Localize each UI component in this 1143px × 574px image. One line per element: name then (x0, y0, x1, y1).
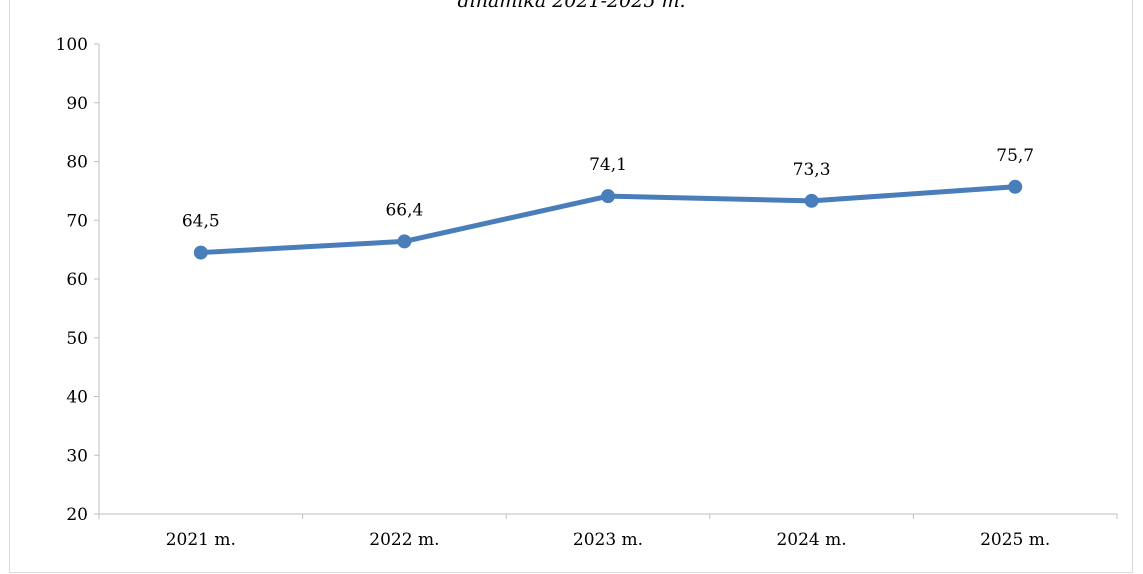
data-point (1008, 179, 1023, 194)
data-label: 64,5 (182, 212, 220, 232)
y-tick-label: 90 (66, 94, 88, 114)
data-point (193, 245, 208, 260)
y-tick-label: 100 (56, 35, 88, 55)
data-label: 66,4 (385, 200, 423, 220)
data-label: 73,3 (793, 160, 831, 180)
data-point (601, 189, 615, 204)
y-tick-label: 80 (66, 153, 88, 173)
y-tick-label: 70 (66, 211, 88, 231)
axes: 20 30 40 50 60 70 80 90 100 2021 m. 2022 m. 2023 m.… (56, 35, 1118, 550)
data-point (804, 193, 819, 208)
data-point (397, 234, 412, 249)
chart-area (9, 0, 1133, 573)
x-tick-label: 2021 m. (166, 530, 236, 550)
y-tick-label: 60 (66, 270, 88, 290)
x-tick-label: 2024 m. (776, 530, 846, 550)
x-tick-label: 2025 m. (980, 530, 1050, 550)
series-layer (193, 179, 1023, 260)
y-tick-label: 20 (66, 505, 88, 525)
x-tick-label: 2023 m. (573, 530, 643, 550)
y-tick-label: 40 (66, 388, 88, 408)
data-label: 74,1 (589, 155, 627, 175)
data-label: 75,7 (996, 146, 1034, 166)
labels-layer: 64,5 66,4 74,1 73,3 75,7 (182, 146, 1034, 232)
y-tick-label: 50 (66, 329, 88, 349)
y-tick-label: 30 (66, 446, 88, 466)
x-tick-label: 2022 m. (369, 530, 439, 550)
chart-title: dinamika 2021-2025 m. (457, 0, 686, 12)
